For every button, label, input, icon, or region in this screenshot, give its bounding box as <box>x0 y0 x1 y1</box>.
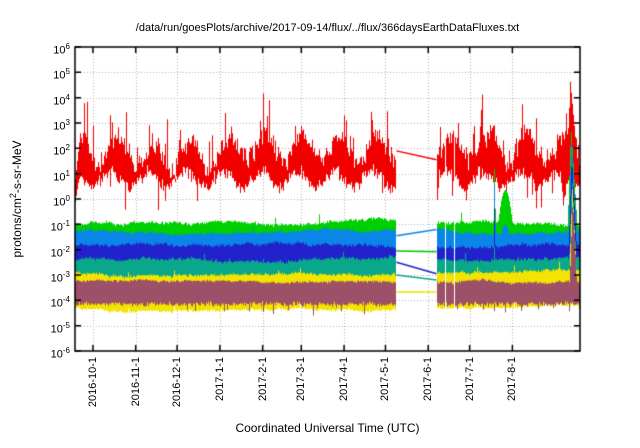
y-tick-label: 10-3 <box>50 270 70 285</box>
y-tick-label: 103 <box>53 118 70 133</box>
x-tick-label: 2017-8-1 <box>506 357 519 402</box>
y-axis-label: protons/cm2-s-sr-MeV <box>0 47 26 351</box>
y-axis-label-sup: 2 <box>8 193 18 199</box>
x-tick-label: 2016-10-1 <box>86 357 99 408</box>
x-tick-label: 2017-1-1 <box>213 357 226 402</box>
x-tick-label: 2017-5-1 <box>379 357 392 402</box>
y-axis-label-prefix: protons/cm <box>10 198 24 258</box>
x-axis-label: Coordinated Universal Time (UTC) <box>235 421 420 435</box>
y-tick-label: 101 <box>53 168 70 184</box>
y-tick-label: 100 <box>53 194 70 209</box>
x-tick-label: 2017-2-1 <box>256 357 269 402</box>
y-tick-label: 106 <box>53 42 70 57</box>
y-tick-label: 102 <box>53 143 70 158</box>
y-tick-label: 10-6 <box>50 346 70 361</box>
y-tick-label: 10-5 <box>50 320 70 336</box>
y-tick-label: 10-2 <box>50 244 70 260</box>
y-tick-label: 105 <box>53 67 70 82</box>
x-tick-label: 2017-4-1 <box>338 357 351 402</box>
y-tick-label: 104 <box>53 92 70 108</box>
plot-title: /data/run/goesPlots/archive/2017-09-14/f… <box>135 22 520 34</box>
y-axis-label-suffix: -s-sr-MeV <box>10 140 24 194</box>
x-tick-label: 2017-7-1 <box>463 357 476 402</box>
x-tick-label: 2017-3-1 <box>295 357 308 402</box>
x-tick-label: 2016-11-1 <box>129 357 142 407</box>
x-tick-label: 2017-6-1 <box>422 357 435 402</box>
y-tick-label: 10-1 <box>50 219 70 234</box>
x-tick-label: 2016-12-1 <box>171 357 184 408</box>
y-tick-label: 10-4 <box>50 295 70 310</box>
